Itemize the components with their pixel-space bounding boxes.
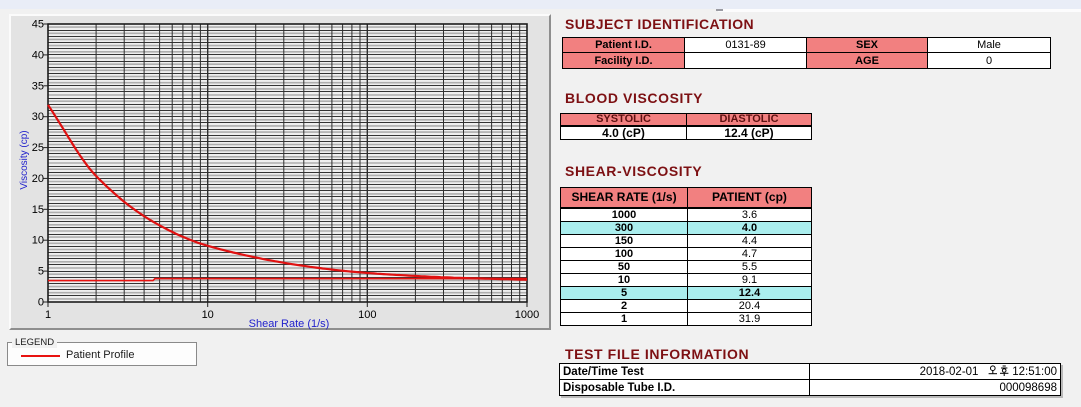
svg-text:Viscosity (cp): Viscosity (cp) [19, 130, 30, 189]
svg-text:35: 35 [32, 80, 44, 92]
svg-text:5: 5 [38, 266, 44, 278]
svg-text:15: 15 [32, 204, 44, 216]
svg-text:30: 30 [32, 111, 44, 123]
svg-text:20: 20 [32, 173, 44, 185]
svg-text:Shear Rate (1/s): Shear Rate (1/s) [249, 318, 330, 330]
svg-text:25: 25 [32, 142, 44, 154]
svg-text:0: 0 [38, 297, 44, 309]
svg-text:45: 45 [32, 19, 44, 31]
svg-text:1: 1 [45, 309, 51, 321]
svg-text:100: 100 [358, 309, 376, 321]
svg-text:40: 40 [32, 49, 44, 61]
svg-text:10: 10 [32, 235, 44, 247]
svg-text:1000: 1000 [515, 309, 539, 321]
svg-text:10: 10 [202, 309, 214, 321]
